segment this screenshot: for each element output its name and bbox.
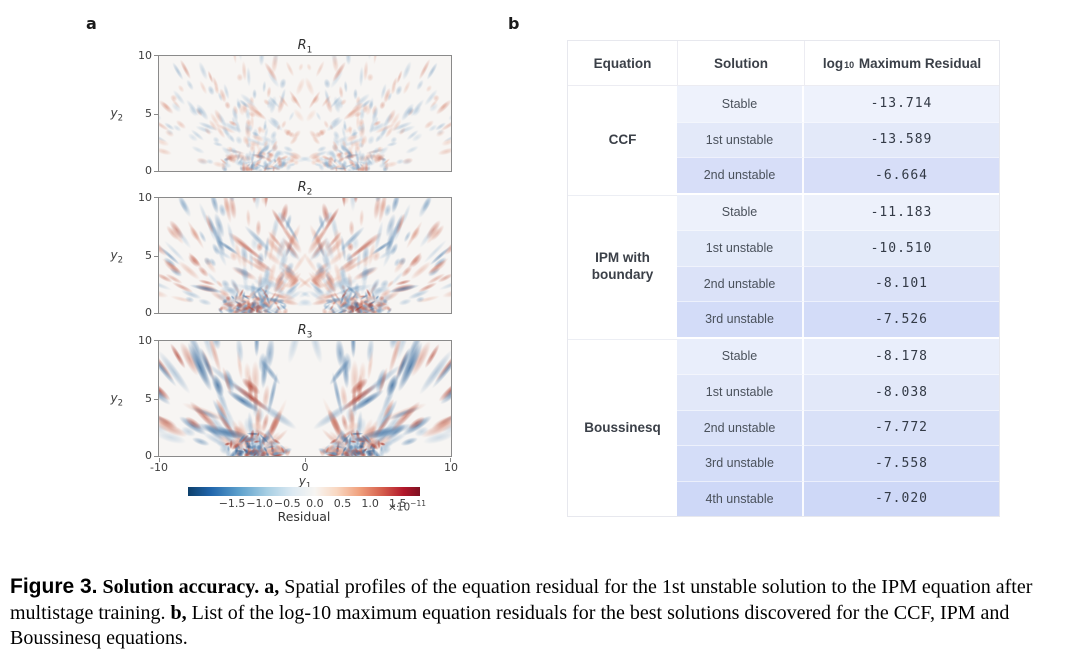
solution-cell: Stable <box>677 338 804 374</box>
y-tick: 5 <box>145 248 152 262</box>
colorbar-tick-label: 0.0 <box>306 497 324 510</box>
table-group: CCF Stable -13.714 1st unstable -13.589 2nd u… <box>568 86 999 193</box>
residual-cell: -8.038 <box>804 374 999 410</box>
caption-a-text: Spatial profiles of the equation residua… <box>10 576 1033 624</box>
solution-cell: 2nd unstable <box>677 157 804 193</box>
solution-cell: 3rd unstable <box>677 301 804 337</box>
x-tick: 0 <box>301 461 309 474</box>
caption-b-text: List of the log-10 maximum equation resi… <box>10 601 1010 650</box>
equation-cell: IPM with boundary <box>568 194 677 337</box>
colorbar-tick-label: −0.5 <box>273 497 301 510</box>
plot-title-r2: R2 <box>297 180 313 198</box>
equation-cell: Boussinesq <box>568 338 677 516</box>
panel-a-label: a <box>86 14 97 33</box>
y-axis-label: y2 <box>110 105 123 123</box>
residual-heatmap-r3 <box>159 341 451 456</box>
colorbar-exponent: ×10−11 <box>388 499 426 514</box>
residual-cell: -7.772 <box>804 409 999 445</box>
residual-cell: -7.526 <box>804 301 999 337</box>
solution-cell: 4th unstable <box>677 480 804 516</box>
y-tick: 10 <box>138 334 152 347</box>
residual-table: Equation Solution log 10 Maximum Residual… <box>567 40 1000 517</box>
panel-b-label: b <box>508 14 520 33</box>
colorbar-tick-label: 0.5 <box>333 497 352 510</box>
x-tick: -10 <box>150 461 168 474</box>
caption-b-label: b, <box>170 601 187 624</box>
colorbar-tick-label: −1.5 <box>218 497 246 510</box>
y-tick: 0 <box>145 306 152 319</box>
table-group: IPM with boundary Stable -11.183 1st unstab… <box>568 192 999 337</box>
y-tick: 0 <box>145 449 152 462</box>
solution-cell: 1st unstable <box>677 121 804 157</box>
residual-cell: -11.183 <box>804 194 999 230</box>
header-equation: Equation <box>593 55 652 71</box>
y-tick: 10 <box>138 191 152 204</box>
equation-cell: CCF <box>568 86 677 193</box>
residual-heatmap-r2 <box>159 198 451 313</box>
y-tick: 10 <box>138 49 152 62</box>
header-residual: log 10 Maximum Residual <box>804 41 999 85</box>
residual-plot-r2: R2 10 5 0 y2 <box>110 180 452 319</box>
y-axis-label: y2 <box>110 390 123 408</box>
solution-cell: 1st unstable <box>677 230 804 266</box>
caption-title: Solution accuracy. <box>97 576 265 598</box>
solution-cell: 1st unstable <box>677 374 804 410</box>
colorbar-tick-label: −1.0 <box>246 497 274 510</box>
solution-cell: 2nd unstable <box>677 409 804 445</box>
table-body: CCF Stable -13.714 1st unstable -13.589 2nd u… <box>568 86 999 516</box>
residual-heatmap-r1 <box>159 56 451 171</box>
colorbar-tick-label: 1.5 <box>388 497 407 510</box>
colorbar-ticks: −1.5 −1.0 −0.5 0.0 0.5 1.0 1.5 <box>188 497 420 511</box>
header-solution: Solution <box>677 41 804 85</box>
y-tick: 5 <box>145 106 152 120</box>
figure-caption: Figure 3. Solution accuracy. a, Spatial … <box>10 574 1074 652</box>
residual-cell: -13.589 <box>804 121 999 157</box>
y-tick: 0 <box>145 164 152 177</box>
table-group: Boussinesq Stable -8.178 1st unstable -8.038… <box>568 336 999 516</box>
table-header: Equation Solution log 10 Maximum Residual <box>568 41 999 86</box>
residual-cell: -7.020 <box>804 480 999 516</box>
residual-plot-r3: R3 10 5 0 y2 -10 0 10 y1 <box>110 323 458 491</box>
x-axis-label: y1 <box>298 474 312 491</box>
solution-cell: 3rd unstable <box>677 445 804 481</box>
x-tick: 10 <box>444 461 458 474</box>
solution-cell: 2nd unstable <box>677 265 804 301</box>
solution-cell: Stable <box>677 194 804 230</box>
colorbar-tick-label: 1.0 <box>361 497 379 510</box>
y-tick: 5 <box>145 391 152 405</box>
caption-a-label: a, <box>264 576 280 598</box>
residual-cell: -8.178 <box>804 338 999 374</box>
colorbar <box>188 487 420 496</box>
solution-cell: Stable <box>677 86 804 122</box>
colorbar-label: Residual <box>277 509 331 524</box>
plot-title-r3: R3 <box>297 323 313 341</box>
residual-cell: -8.101 <box>804 265 999 301</box>
plot-title-r1: R1 <box>297 38 313 56</box>
caption-figure-number: Figure 3. <box>10 575 98 598</box>
y-axis-label: y2 <box>110 247 123 265</box>
residual-cell: -7.558 <box>804 445 999 481</box>
residual-cell: -10.510 <box>804 230 999 266</box>
residual-cell: -13.714 <box>804 86 999 122</box>
residual-cell: -6.664 <box>804 157 999 193</box>
residual-plot-r1: R1 10 5 0 y2 <box>110 38 452 177</box>
